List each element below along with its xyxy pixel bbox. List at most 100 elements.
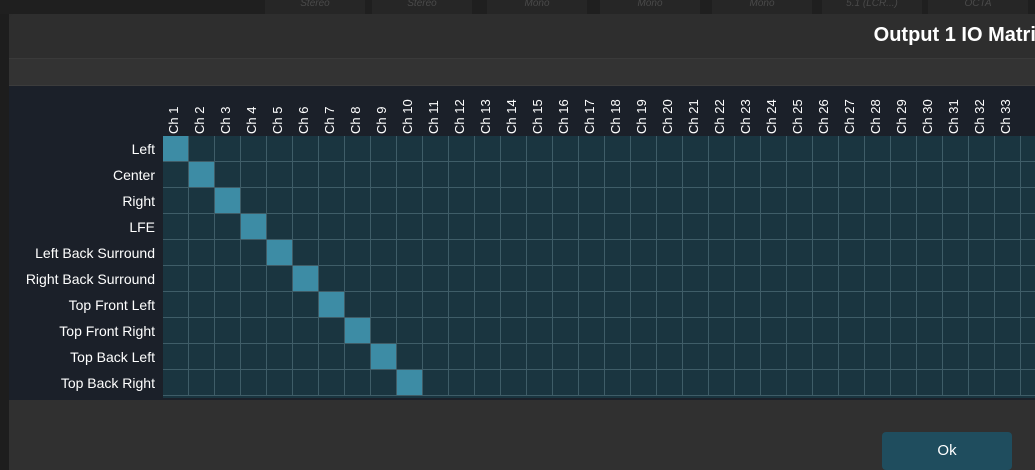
- matrix-cell[interactable]: [917, 240, 943, 266]
- matrix-cell[interactable]: [865, 240, 891, 266]
- matrix-cell[interactable]: [813, 136, 839, 162]
- matrix-cell[interactable]: [527, 162, 553, 188]
- matrix-cell[interactable]: [1021, 188, 1035, 214]
- matrix-cell[interactable]: [345, 370, 371, 396]
- matrix-cell[interactable]: [917, 214, 943, 240]
- matrix-cell[interactable]: [709, 318, 735, 344]
- matrix-cell[interactable]: [371, 214, 397, 240]
- matrix-cell[interactable]: [735, 188, 761, 214]
- matrix-cell[interactable]: [475, 240, 501, 266]
- matrix-cell[interactable]: [319, 240, 345, 266]
- matrix-cell[interactable]: [267, 136, 293, 162]
- matrix-cell[interactable]: [423, 188, 449, 214]
- matrix-cell[interactable]: [761, 188, 787, 214]
- matrix-cell[interactable]: [345, 266, 371, 292]
- matrix-cell-active[interactable]: [345, 318, 371, 344]
- matrix-cell-active[interactable]: [163, 136, 189, 162]
- matrix-cell[interactable]: [319, 188, 345, 214]
- matrix-cell[interactable]: [189, 214, 215, 240]
- matrix-cell[interactable]: [241, 188, 267, 214]
- matrix-cell[interactable]: [423, 240, 449, 266]
- matrix-cell[interactable]: [787, 162, 813, 188]
- matrix-cell[interactable]: [995, 266, 1021, 292]
- matrix-cell[interactable]: [397, 240, 423, 266]
- matrix-cell[interactable]: [657, 292, 683, 318]
- matrix-cell[interactable]: [995, 162, 1021, 188]
- matrix-cell[interactable]: [735, 162, 761, 188]
- matrix-cell[interactable]: [579, 370, 605, 396]
- matrix-cell[interactable]: [189, 240, 215, 266]
- matrix-cell[interactable]: [241, 266, 267, 292]
- matrix-cell[interactable]: [553, 214, 579, 240]
- matrix-cell[interactable]: [995, 188, 1021, 214]
- matrix-cell[interactable]: [449, 214, 475, 240]
- matrix-cell[interactable]: [579, 240, 605, 266]
- matrix-cell[interactable]: [683, 344, 709, 370]
- matrix-cell[interactable]: [449, 292, 475, 318]
- matrix-cell[interactable]: [501, 318, 527, 344]
- matrix-cell[interactable]: [423, 292, 449, 318]
- matrix-cell[interactable]: [709, 214, 735, 240]
- matrix-cell[interactable]: [267, 292, 293, 318]
- matrix-cell[interactable]: [605, 214, 631, 240]
- matrix-cell[interactable]: [787, 292, 813, 318]
- matrix-cell[interactable]: [241, 136, 267, 162]
- matrix-cell[interactable]: [319, 344, 345, 370]
- matrix-cell[interactable]: [579, 344, 605, 370]
- matrix-cell[interactable]: [371, 162, 397, 188]
- matrix-cell[interactable]: [787, 240, 813, 266]
- matrix-cell[interactable]: [631, 370, 657, 396]
- matrix-cell[interactable]: [293, 214, 319, 240]
- matrix-cell[interactable]: [527, 136, 553, 162]
- matrix-cell[interactable]: [605, 240, 631, 266]
- matrix-cell[interactable]: [969, 136, 995, 162]
- matrix-cell[interactable]: [865, 344, 891, 370]
- matrix-cell[interactable]: [969, 370, 995, 396]
- matrix-cell[interactable]: [449, 344, 475, 370]
- matrix-cell[interactable]: [163, 188, 189, 214]
- matrix-cell[interactable]: [475, 266, 501, 292]
- matrix-cell[interactable]: [787, 188, 813, 214]
- matrix-cell[interactable]: [839, 318, 865, 344]
- matrix-cell[interactable]: [579, 214, 605, 240]
- matrix-cell[interactable]: [163, 292, 189, 318]
- matrix-cell[interactable]: [969, 240, 995, 266]
- matrix-cell[interactable]: [917, 292, 943, 318]
- matrix-cell[interactable]: [709, 344, 735, 370]
- matrix-cell[interactable]: [839, 162, 865, 188]
- matrix-cell[interactable]: [891, 318, 917, 344]
- matrix-cell[interactable]: [709, 370, 735, 396]
- matrix-cell[interactable]: [475, 292, 501, 318]
- matrix-cell[interactable]: [657, 266, 683, 292]
- matrix-cell[interactable]: [163, 370, 189, 396]
- matrix-cell[interactable]: [865, 188, 891, 214]
- matrix-cell[interactable]: [891, 344, 917, 370]
- matrix-cell[interactable]: [709, 162, 735, 188]
- matrix-cell[interactable]: [813, 344, 839, 370]
- matrix-cell[interactable]: [605, 344, 631, 370]
- matrix-cell[interactable]: [397, 136, 423, 162]
- matrix-cell[interactable]: [657, 188, 683, 214]
- matrix-cell[interactable]: [345, 292, 371, 318]
- matrix-cell[interactable]: [397, 214, 423, 240]
- matrix-cell[interactable]: [761, 266, 787, 292]
- matrix-cell[interactable]: [293, 344, 319, 370]
- matrix-cell[interactable]: [579, 266, 605, 292]
- matrix-cell[interactable]: [631, 344, 657, 370]
- matrix-cell[interactable]: [423, 344, 449, 370]
- matrix-cell[interactable]: [449, 188, 475, 214]
- matrix-cell[interactable]: [579, 162, 605, 188]
- matrix-cell-active[interactable]: [267, 240, 293, 266]
- matrix-cell[interactable]: [761, 136, 787, 162]
- matrix-cell[interactable]: [241, 370, 267, 396]
- matrix-cell[interactable]: [501, 370, 527, 396]
- matrix-cell[interactable]: [1021, 240, 1035, 266]
- matrix-cell[interactable]: [345, 214, 371, 240]
- matrix-cell[interactable]: [969, 188, 995, 214]
- matrix-cell[interactable]: [267, 318, 293, 344]
- matrix-cell[interactable]: [215, 162, 241, 188]
- matrix-cell[interactable]: [605, 292, 631, 318]
- matrix-cell[interactable]: [501, 214, 527, 240]
- matrix-cell[interactable]: [579, 188, 605, 214]
- matrix-cell[interactable]: [475, 344, 501, 370]
